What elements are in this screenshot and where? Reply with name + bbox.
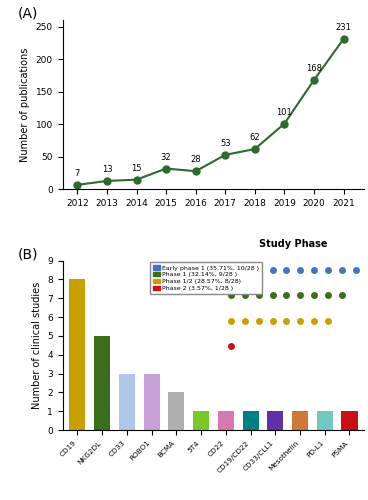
Text: 15: 15 <box>131 164 142 172</box>
Text: 62: 62 <box>250 133 260 142</box>
Text: 53: 53 <box>220 139 231 148</box>
Bar <box>168 392 184 430</box>
Bar <box>243 411 259 430</box>
Text: 28: 28 <box>190 155 201 164</box>
Bar <box>193 411 209 430</box>
Text: 7: 7 <box>75 169 80 178</box>
Bar <box>69 280 85 430</box>
Bar <box>144 374 160 430</box>
Text: 168: 168 <box>306 64 322 73</box>
Y-axis label: Number of clinical studies: Number of clinical studies <box>32 282 42 409</box>
Text: 101: 101 <box>277 108 292 116</box>
Text: (A): (A) <box>17 6 38 20</box>
Bar <box>317 411 333 430</box>
Text: 13: 13 <box>102 165 112 174</box>
Legend: Early phase 1 (35.71%, 10/28 ), Phase 1 (32.14%, 9/28 ), Phase 1/2 (28.57%, 8/28: Early phase 1 (35.71%, 10/28 ), Phase 1 … <box>150 262 262 294</box>
Bar <box>292 411 308 430</box>
Bar <box>267 411 283 430</box>
Text: 32: 32 <box>161 152 171 162</box>
Text: 231: 231 <box>336 23 351 32</box>
Bar <box>342 411 358 430</box>
Bar <box>94 336 110 430</box>
Text: (B): (B) <box>17 247 38 261</box>
Bar <box>218 411 234 430</box>
Text: Study Phase: Study Phase <box>259 238 328 248</box>
Y-axis label: Number of publications: Number of publications <box>20 48 30 162</box>
Bar <box>119 374 135 430</box>
